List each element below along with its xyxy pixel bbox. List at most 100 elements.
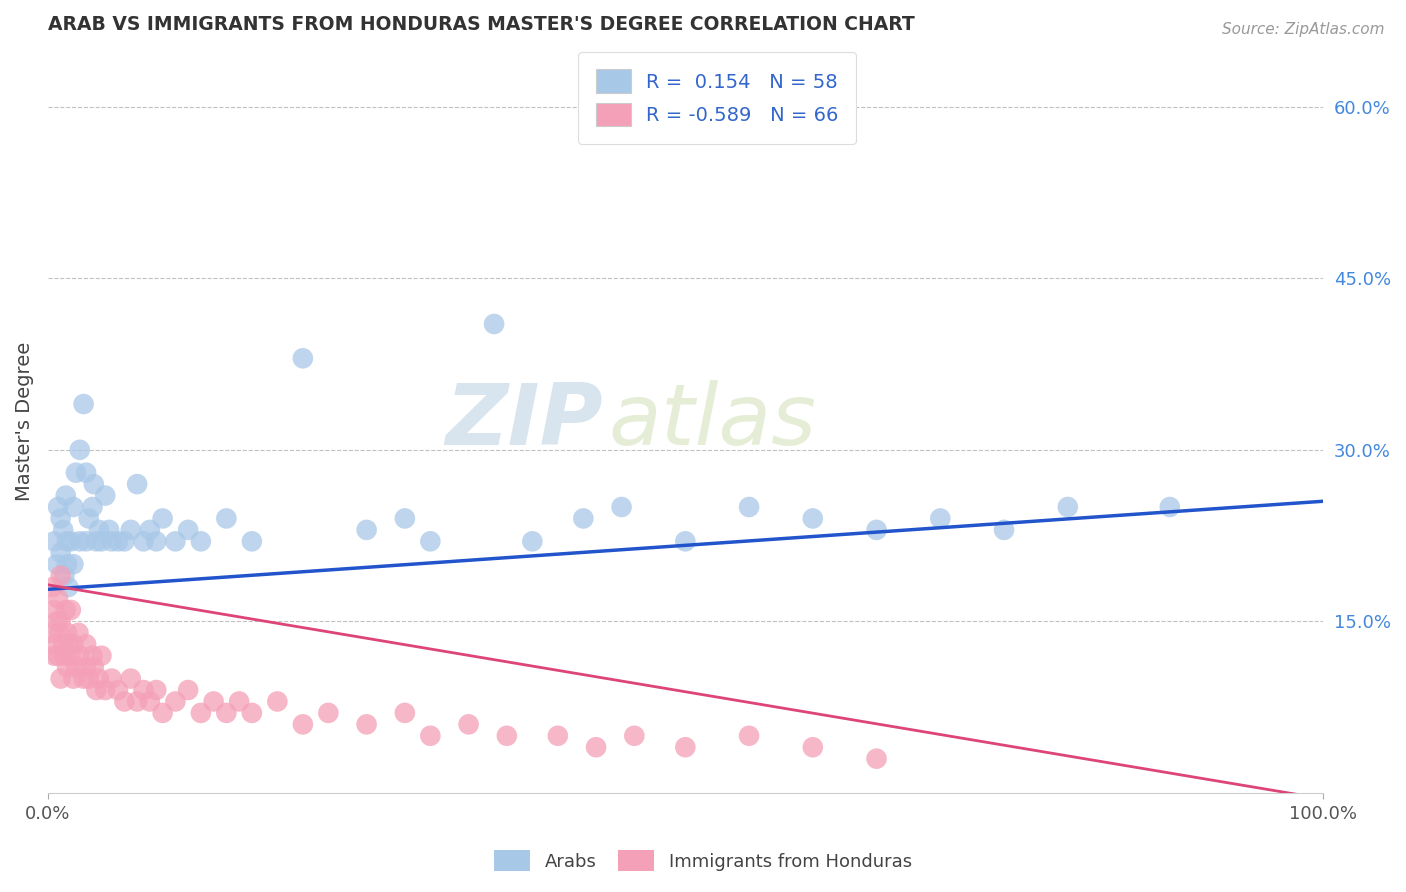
Point bbox=[100, 534, 122, 549]
Point bbox=[69, 534, 91, 549]
Point bbox=[865, 752, 887, 766]
Point bbox=[49, 511, 72, 525]
Point bbox=[139, 523, 162, 537]
Point bbox=[77, 672, 100, 686]
Point bbox=[100, 672, 122, 686]
Point bbox=[44, 534, 66, 549]
Point bbox=[929, 511, 952, 525]
Point bbox=[132, 534, 155, 549]
Point bbox=[75, 660, 97, 674]
Point bbox=[291, 351, 314, 366]
Point bbox=[53, 568, 76, 582]
Point bbox=[120, 523, 142, 537]
Point bbox=[356, 717, 378, 731]
Point bbox=[46, 591, 69, 606]
Point bbox=[145, 683, 167, 698]
Point bbox=[72, 397, 94, 411]
Point bbox=[112, 534, 135, 549]
Point bbox=[266, 694, 288, 708]
Point bbox=[94, 489, 117, 503]
Point bbox=[127, 477, 149, 491]
Point bbox=[49, 615, 72, 629]
Point bbox=[419, 729, 441, 743]
Point bbox=[59, 648, 82, 663]
Point bbox=[49, 546, 72, 560]
Point bbox=[90, 534, 112, 549]
Point bbox=[240, 534, 263, 549]
Point bbox=[547, 729, 569, 743]
Point bbox=[240, 706, 263, 720]
Point bbox=[45, 558, 67, 572]
Point bbox=[72, 672, 94, 686]
Point bbox=[69, 442, 91, 457]
Point bbox=[419, 534, 441, 549]
Point bbox=[58, 580, 80, 594]
Point bbox=[49, 568, 72, 582]
Point bbox=[1056, 500, 1078, 514]
Point bbox=[75, 637, 97, 651]
Point bbox=[62, 500, 84, 514]
Point bbox=[65, 660, 87, 674]
Point bbox=[75, 466, 97, 480]
Legend: R =  0.154   N = 58, R = -0.589   N = 66: R = 0.154 N = 58, R = -0.589 N = 66 bbox=[578, 52, 856, 144]
Point bbox=[82, 500, 104, 514]
Point bbox=[46, 648, 69, 663]
Point bbox=[127, 694, 149, 708]
Point bbox=[457, 717, 479, 731]
Point bbox=[610, 500, 633, 514]
Point bbox=[52, 523, 75, 537]
Point bbox=[62, 558, 84, 572]
Point bbox=[139, 694, 162, 708]
Point bbox=[152, 511, 174, 525]
Point bbox=[83, 477, 105, 491]
Legend: Arabs, Immigrants from Honduras: Arabs, Immigrants from Honduras bbox=[486, 843, 920, 879]
Point bbox=[56, 625, 79, 640]
Point bbox=[1159, 500, 1181, 514]
Point bbox=[318, 706, 340, 720]
Point bbox=[62, 637, 84, 651]
Point bbox=[62, 672, 84, 686]
Point bbox=[86, 683, 108, 698]
Point bbox=[48, 625, 70, 640]
Point bbox=[52, 637, 75, 651]
Point bbox=[87, 672, 110, 686]
Point bbox=[145, 534, 167, 549]
Point bbox=[98, 523, 121, 537]
Point bbox=[45, 637, 67, 651]
Point bbox=[993, 523, 1015, 537]
Point bbox=[585, 740, 607, 755]
Point bbox=[356, 523, 378, 537]
Point bbox=[482, 317, 505, 331]
Point bbox=[45, 615, 67, 629]
Text: Source: ZipAtlas.com: Source: ZipAtlas.com bbox=[1222, 22, 1385, 37]
Point bbox=[107, 534, 129, 549]
Point bbox=[202, 694, 225, 708]
Point bbox=[291, 717, 314, 731]
Point bbox=[41, 625, 63, 640]
Point bbox=[215, 511, 238, 525]
Point bbox=[46, 500, 69, 514]
Point bbox=[228, 694, 250, 708]
Point bbox=[107, 683, 129, 698]
Point bbox=[215, 706, 238, 720]
Point bbox=[69, 648, 91, 663]
Point bbox=[56, 534, 79, 549]
Point bbox=[77, 511, 100, 525]
Point bbox=[623, 729, 645, 743]
Point bbox=[394, 511, 416, 525]
Point bbox=[394, 706, 416, 720]
Point bbox=[165, 534, 187, 549]
Point bbox=[44, 648, 66, 663]
Point bbox=[190, 534, 212, 549]
Point bbox=[865, 523, 887, 537]
Point bbox=[801, 740, 824, 755]
Point bbox=[152, 706, 174, 720]
Point bbox=[112, 694, 135, 708]
Point bbox=[87, 523, 110, 537]
Point bbox=[132, 683, 155, 698]
Point bbox=[56, 558, 79, 572]
Point bbox=[65, 466, 87, 480]
Point bbox=[673, 740, 696, 755]
Text: ZIP: ZIP bbox=[444, 380, 602, 463]
Point bbox=[55, 603, 77, 617]
